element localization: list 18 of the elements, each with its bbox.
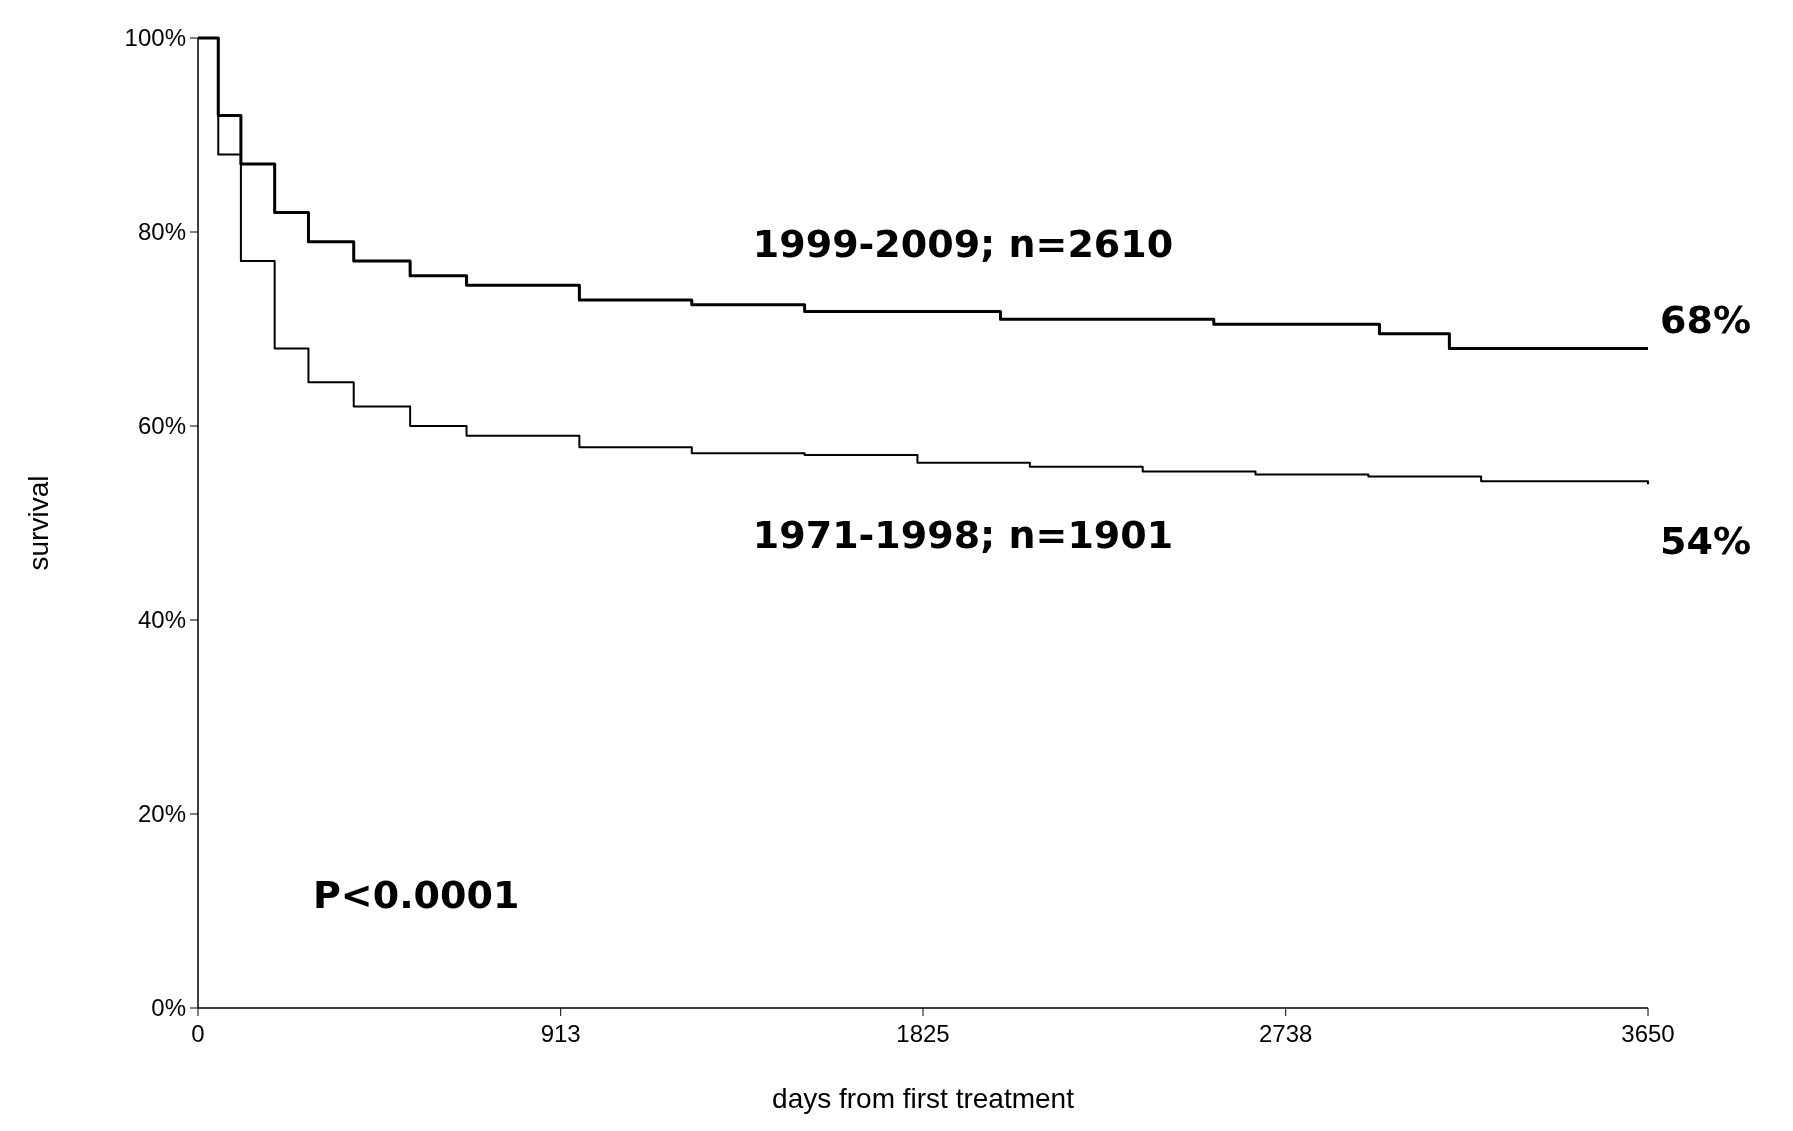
y-axis-title: survival: [23, 475, 54, 571]
x-tick-label: 913: [540, 1020, 581, 1047]
y-tick-label: 60%: [137, 412, 186, 439]
y-tick-label: 80%: [137, 218, 186, 245]
y-tick-label: 20%: [137, 800, 186, 827]
x-tick-label: 1825: [896, 1020, 950, 1047]
x-axis-title: days from first treatment: [772, 1083, 1075, 1114]
y-tick-label: 40%: [137, 606, 186, 633]
y-tick-label: 0%: [151, 994, 186, 1021]
annotation: P<0.0001: [313, 873, 520, 917]
annotation: 54%: [1660, 519, 1751, 564]
x-tick-label: 0: [191, 1020, 205, 1047]
series-label: 1971-1998; n=1901: [752, 512, 1174, 557]
x-tick-label: 2738: [1259, 1020, 1313, 1047]
y-tick-label: 100%: [124, 24, 186, 51]
x-tick-label: 3650: [1621, 1020, 1675, 1047]
series-label: 1999-2009; n=2610: [752, 221, 1174, 266]
annotation: 68%: [1660, 298, 1751, 343]
